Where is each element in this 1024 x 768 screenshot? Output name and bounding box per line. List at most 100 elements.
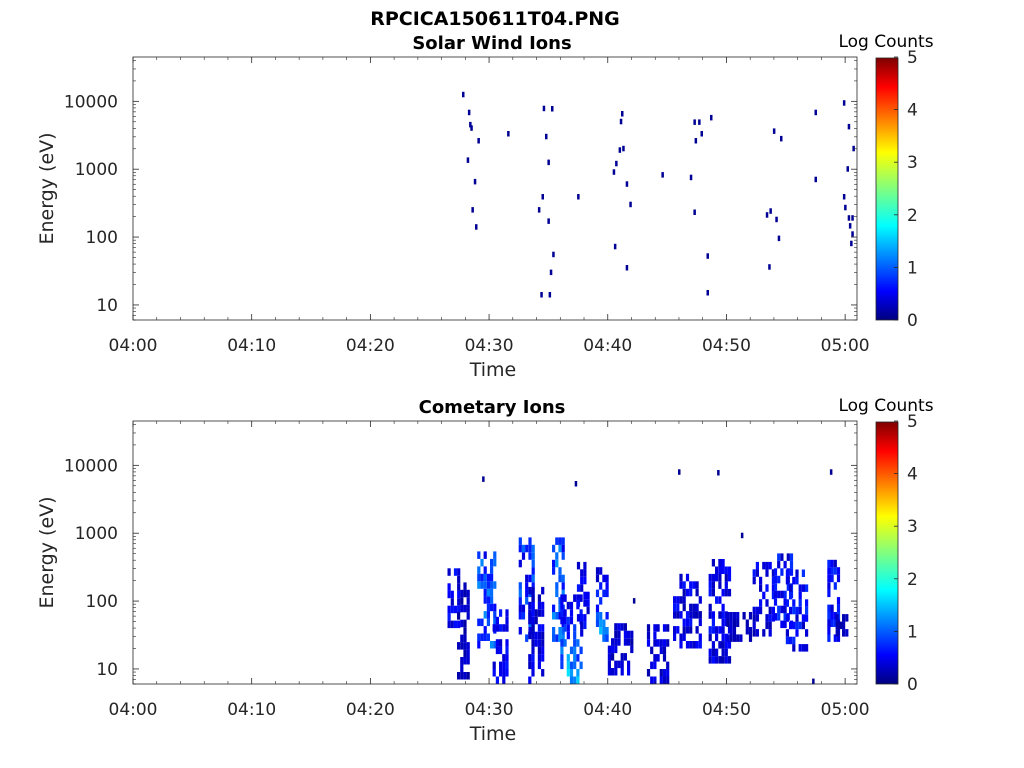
data-point (618, 147, 622, 153)
data-point (540, 292, 543, 298)
data-cell (561, 552, 565, 560)
data-cell (576, 654, 580, 662)
data-cell (561, 582, 565, 590)
data-cell (505, 616, 509, 625)
data-cell (827, 574, 831, 583)
data-cell (650, 661, 654, 670)
data-cell (727, 573, 732, 582)
data-cell (541, 631, 545, 640)
colorbar-tick-label: 2 (907, 570, 918, 590)
data-cell (715, 633, 719, 642)
data-cell (708, 648, 712, 657)
data-cell (580, 576, 584, 585)
data-cell (724, 581, 728, 589)
data-cell (552, 634, 556, 642)
data-cell (447, 568, 451, 576)
data-cell (560, 601, 564, 610)
data-cell (576, 676, 580, 684)
data-cell (521, 552, 526, 560)
data-cell (614, 638, 618, 646)
axes-frame (132, 56, 858, 321)
data-cell (676, 611, 680, 619)
data-cell (466, 672, 470, 680)
data-cell (457, 672, 461, 680)
data-cell (457, 598, 461, 606)
figure-title: RPCICA150611T04.PNG (370, 8, 620, 30)
data-cell (599, 627, 603, 635)
data-cell (659, 639, 663, 647)
y-axis-label: Energy (eV) (36, 132, 58, 244)
data-cell (679, 633, 683, 641)
data-cell (792, 599, 796, 607)
data-cell (653, 624, 657, 632)
data-cell (595, 589, 600, 598)
data-point (814, 176, 817, 183)
data-cell (505, 609, 509, 617)
data-cell (558, 537, 562, 545)
colorbar-tick-label: 1 (907, 622, 918, 642)
data-point (473, 178, 477, 185)
data-cell (711, 626, 715, 634)
data-cell (771, 591, 775, 600)
data-cell (726, 612, 730, 620)
data-cell (531, 624, 535, 632)
data-cell (727, 588, 732, 597)
data-cell (695, 611, 699, 619)
data-cell (708, 603, 712, 612)
data-cell (555, 589, 559, 598)
data-cell (830, 612, 834, 620)
data-cell (833, 582, 837, 590)
data-point (545, 133, 548, 140)
colorbar-tick-label: 0 (907, 311, 918, 331)
data-cell (830, 559, 834, 568)
x-tick-label: 04:00 (109, 336, 158, 356)
data-cell (499, 669, 503, 677)
data-point (842, 194, 846, 200)
data-cell (762, 629, 766, 637)
data-cell (682, 633, 686, 641)
data-cell (576, 594, 580, 602)
panel-title: Cometary Ions (419, 397, 566, 418)
data-cell (534, 609, 538, 617)
x-tick-label: 04:10 (227, 700, 276, 720)
burst-8 (576, 561, 590, 637)
data-cell (724, 566, 728, 574)
data-cell (759, 576, 763, 585)
y-tick-label: 1000 (75, 160, 118, 180)
data-cell (558, 544, 562, 553)
x-axis-label: Time (469, 359, 517, 381)
data-cell (537, 624, 541, 632)
data-cell (490, 573, 494, 582)
data-cell (721, 611, 725, 619)
data-cell (630, 645, 634, 654)
data-cell (599, 619, 603, 627)
data-point (698, 119, 701, 125)
burst-15 (752, 561, 775, 637)
data-cell (607, 668, 611, 676)
data-cell (833, 559, 837, 568)
colorbar (875, 57, 899, 321)
data-cell (653, 654, 657, 662)
data-cell (792, 644, 796, 652)
data-cell (583, 569, 587, 577)
data-cell (531, 582, 535, 590)
data-cell (695, 588, 699, 597)
colorbar (875, 421, 899, 685)
data-cell (745, 627, 749, 635)
data-cell (463, 589, 467, 598)
data-cell (732, 627, 737, 635)
data-cell (785, 569, 789, 577)
data-cell (679, 581, 683, 589)
data-cell (729, 612, 733, 620)
data-cell (573, 624, 577, 632)
data-cell (573, 676, 577, 684)
data-point (632, 598, 636, 604)
data-cell (531, 544, 535, 553)
data-cell (528, 552, 532, 560)
data-cell (623, 623, 627, 631)
data-cell (805, 606, 809, 615)
data-cell (768, 621, 772, 630)
data-cell (698, 611, 702, 619)
burst-17 (785, 569, 809, 652)
data-cell (531, 669, 535, 677)
